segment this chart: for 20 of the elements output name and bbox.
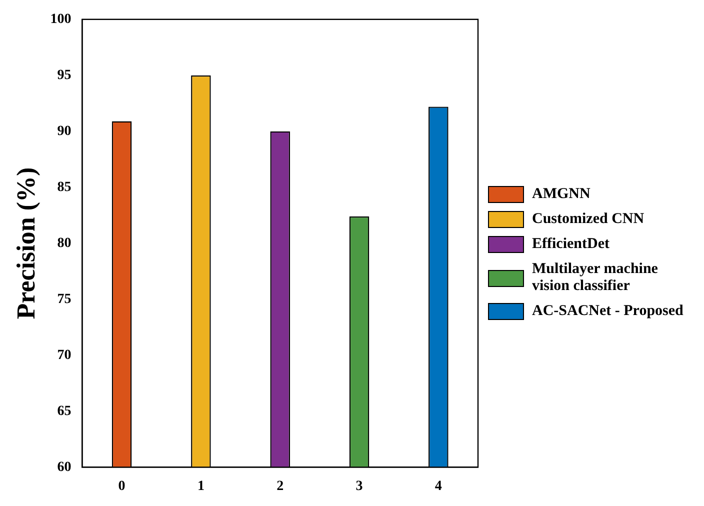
y-tick-label: 80 <box>57 236 72 251</box>
x-tick-label: 3 <box>356 479 363 494</box>
legend-label: AMGNN <box>532 186 590 203</box>
y-tick-label: 60 <box>57 460 72 475</box>
legend-label: Customized CNN <box>532 211 644 228</box>
y-tick-label: 70 <box>57 348 72 363</box>
y-tick-label: 75 <box>57 292 72 307</box>
legend-label: AC-SACNet - Proposed <box>532 303 684 320</box>
y-tick-label: 100 <box>50 12 72 28</box>
x-tick-label: 4 <box>434 479 442 494</box>
legend-label: Multilayer machine vision classifier <box>532 261 659 295</box>
y-axis-title: Precision (%) <box>11 167 40 320</box>
y-tick-label: 95 <box>57 68 72 83</box>
y-tick-label: 90 <box>57 124 72 139</box>
x-tick-label: 1 <box>197 479 204 494</box>
x-tick-label: 0 <box>118 479 126 494</box>
legend-label: EfficientDet <box>532 236 610 253</box>
y-tick-label: 85 <box>57 180 72 195</box>
x-tick-label: 2 <box>276 479 284 494</box>
y-tick-label: 65 <box>57 404 72 419</box>
